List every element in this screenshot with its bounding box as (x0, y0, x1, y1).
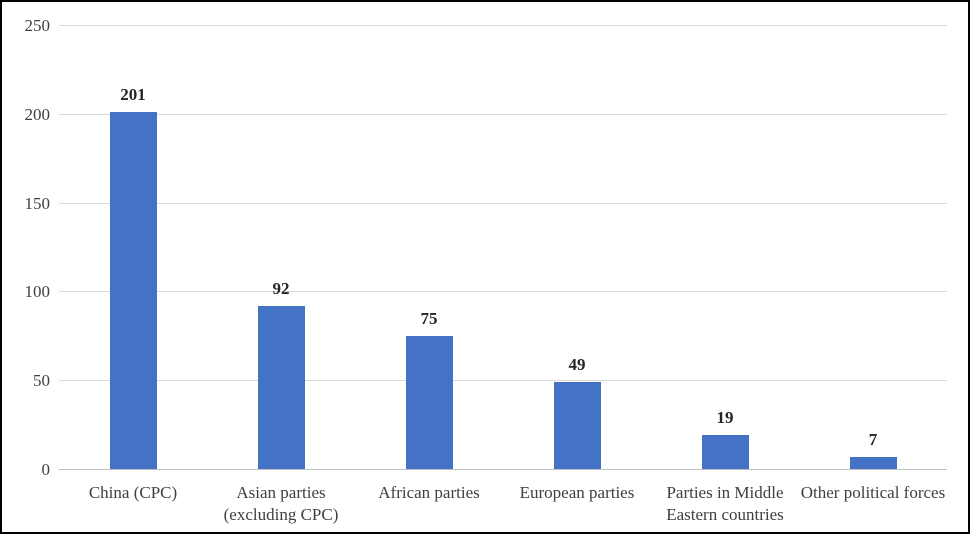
bar-value-label: 7 (868, 430, 878, 449)
x-axis-category-label: European parties (519, 483, 635, 502)
x-axis-category-label: African parties (378, 483, 480, 502)
bar (406, 336, 453, 469)
gridline (59, 114, 947, 115)
bar-value-label: 201 (120, 85, 146, 104)
bar-value-label: 75 (420, 309, 438, 328)
x-axis-category-label: Asian parties (excluding CPC) (223, 483, 339, 524)
bar-value-label: 49 (568, 355, 586, 374)
gridline (59, 25, 947, 26)
y-axis-tick-label: 0 (41, 460, 51, 479)
y-axis-tick-label: 50 (33, 371, 50, 390)
gridline (59, 291, 947, 292)
bar (258, 306, 305, 469)
bar (702, 435, 749, 469)
y-axis-tick-label: 200 (24, 105, 51, 124)
gridline (59, 380, 947, 381)
y-axis-tick-label: 150 (24, 194, 51, 213)
x-axis-category-label: Other political forces (800, 483, 946, 502)
bar-value-label: 19 (716, 408, 734, 427)
bar-value-label: 92 (272, 279, 290, 298)
y-axis-tick-label: 250 (24, 16, 51, 35)
bar (110, 112, 157, 469)
y-axis-tick-label: 100 (24, 282, 51, 301)
gridline (59, 203, 947, 204)
bar (850, 457, 897, 469)
x-axis-line (59, 469, 947, 470)
x-axis-category-label: Parties in Middle Eastern countries (666, 483, 784, 524)
bar (554, 382, 601, 469)
x-axis-category-label: China (CPC) (88, 483, 178, 502)
